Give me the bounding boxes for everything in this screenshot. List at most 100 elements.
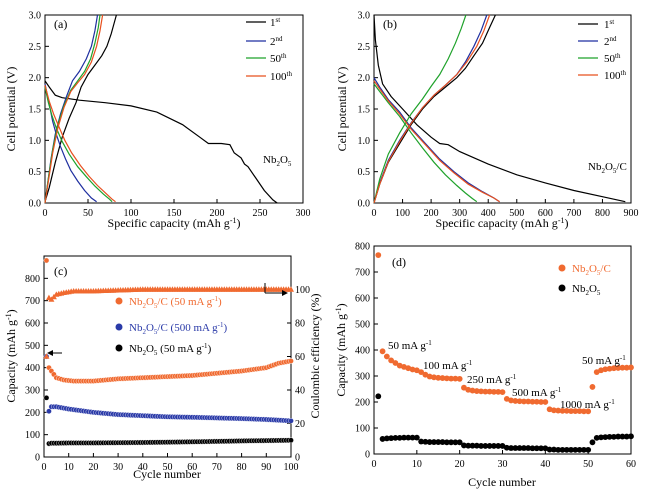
x-tick-label: 50 (83, 208, 93, 219)
rate-marker-s1-40 (546, 446, 553, 453)
rate-marker-s0-39 (542, 399, 549, 405)
rate-marker-s0-41 (551, 407, 557, 414)
x-tick-label: 40 (138, 462, 148, 473)
capacity-marker-s2-0 (43, 395, 50, 401)
rate-marker-s0-29 (499, 389, 506, 396)
panel-b-frame (373, 14, 632, 204)
rate-marker-s0-44 (563, 407, 570, 414)
rate-marker-s1-2 (383, 435, 390, 442)
rate-marker-s0-33 (516, 398, 523, 405)
x-tick-label: 20 (455, 459, 465, 470)
rate-marker-s0-24 (478, 388, 484, 395)
rate-marker-s0-8 (409, 366, 416, 373)
rate-marker-s0-55 (610, 365, 617, 372)
rate-marker-s0-43 (559, 407, 566, 414)
rate-marker-s0-3 (388, 357, 395, 364)
rate-marker-s0-36 (529, 398, 536, 405)
y-tick-label: 300 (25, 386, 40, 397)
y-tick-label: 600 (25, 319, 40, 330)
panel-d-rate-labels: 50 mA g-1 100 mA g-1 250 mA g-1 500 mA g… (388, 339, 626, 411)
x-tick-label: 80 (237, 462, 247, 473)
rate-marker-s1-30 (503, 444, 510, 451)
legend-c-marker-3 (115, 344, 123, 352)
rate-marker-s0-32 (512, 398, 519, 404)
rate-marker-s0-48 (580, 408, 587, 415)
x-tick-label: 300 (296, 208, 311, 219)
panel-b-annotation: Nb2O5/C (588, 161, 627, 175)
legend-c-label-2: Nb2O5/C (500 mA g-1) (129, 321, 227, 336)
rate-marker-s1-24 (478, 443, 484, 449)
y-tick-label: 200 (25, 408, 40, 419)
y-tick-label: 800 (25, 274, 40, 285)
panel-c-legend: Nb2O5/C (50 mA g-1) Nb2O5/C (500 mA g-1)… (115, 295, 227, 357)
panel-b-axes: 0 100 200 300 400 500 600 700 800 900 0.0 0.5 1.0 1.5… (358, 11, 639, 220)
x-tick-label: 20 (88, 462, 98, 473)
x-tick-label: 0 (42, 462, 47, 473)
rate-marker-s1-52 (598, 434, 604, 441)
legend-b-label-2: 2nd (604, 35, 617, 48)
panel-b: 0 100 200 300 400 500 600 700 800 900 0.0 0.5 1.0 1.5… (335, 11, 639, 231)
series-line-0 (373, 14, 626, 203)
rate-marker-s0-18 (452, 375, 459, 382)
rate-marker-s1-20 (461, 442, 467, 449)
panel-b-xlabel: Specific capacity (mAh g-1) (436, 216, 569, 230)
legend-d-label-1: Nb2O5/C (572, 263, 611, 277)
x-tick-label: 90 (261, 462, 271, 473)
rate-marker-s0-42 (555, 407, 562, 414)
rate-marker-s1-57 (619, 433, 626, 440)
rate-marker-s1-42 (555, 446, 562, 453)
rate-marker-s1-4 (392, 434, 399, 441)
x-tick-label: 700 (566, 208, 581, 219)
legend-d-marker-2 (558, 284, 566, 292)
rate-marker-s1-41 (551, 446, 557, 453)
x-tick-label: 10 (64, 462, 74, 473)
panel-d-label: (d) (392, 255, 406, 269)
legend-c-marker-2 (115, 323, 123, 331)
rate-marker-s0-46 (572, 408, 579, 414)
series-line-7 (44, 14, 104, 204)
legend-d-marker-1 (558, 264, 566, 272)
x-tick-label: 0 (372, 459, 377, 470)
rate-marker-s1-34 (521, 445, 527, 451)
y-tick-label: 700 (355, 268, 370, 279)
rate-marker-s1-46 (572, 446, 579, 453)
rate-marker-s1-51 (593, 434, 600, 441)
capacity-marker-s0-0 (43, 257, 50, 264)
y-tick-label: 3.0 (29, 11, 42, 22)
rate-marker-s1-50 (589, 439, 596, 446)
rate-marker-s1-19 (456, 439, 463, 446)
rate-marker-s0-37 (533, 398, 540, 405)
rate-marker-s0-19 (456, 375, 463, 382)
rate-marker-s1-13 (431, 439, 437, 445)
capacity-marker-s1-99 (288, 418, 294, 424)
rate-marker-s0-54 (606, 365, 613, 372)
x-tick-label: 50 (163, 462, 173, 473)
rate-marker-s1-17 (448, 439, 454, 446)
rate-marker-s1-26 (486, 443, 493, 449)
rate-marker-s1-16 (443, 439, 450, 446)
panel-a-frame (44, 14, 304, 204)
x-tick-label: 200 (424, 208, 439, 219)
rate-marker-s0-28 (495, 388, 502, 395)
panel-c: 0 10 20 30 40 50 60 70 80 90 100010020030040050060… (4, 255, 322, 481)
rate-marker-s0-27 (491, 388, 497, 395)
capacity-marker-s0-99 (288, 358, 294, 364)
rate-marker-s0-26 (486, 388, 493, 395)
panel-c-markers (43, 257, 294, 447)
series-line-7 (373, 14, 491, 204)
rate-marker-s1-21 (465, 442, 472, 449)
rate-label-3: 250 mA g-1 (467, 373, 517, 386)
y2-tick-label: 60 (295, 352, 305, 363)
rate-label-6: 50 mA g-1 (582, 354, 626, 367)
rate-marker-s1-47 (576, 446, 583, 453)
panel-c-axes: 0 10 20 30 40 50 60 70 80 90 100010020030040050060… (25, 274, 310, 473)
y-tick-label: 500 (355, 320, 370, 331)
series-line-6 (44, 85, 116, 203)
legend-c-label-3: Nb2O5 (50 mA g-1) (129, 342, 212, 357)
y-tick-label: 1.0 (29, 136, 42, 147)
x-tick-label: 400 (481, 208, 496, 219)
rate-marker-s1-38 (538, 445, 544, 452)
rate-marker-s0-20 (461, 384, 467, 391)
